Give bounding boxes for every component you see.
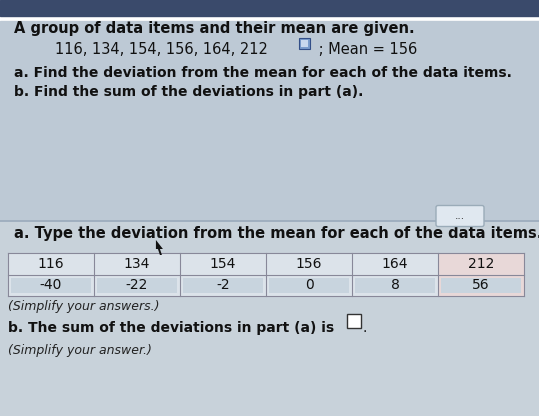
- Bar: [347, 314, 361, 328]
- Bar: [0, 221, 539, 416]
- Text: 116, 134, 154, 156, 164, 212: 116, 134, 154, 156, 164, 212: [55, 42, 268, 57]
- Bar: [11, 277, 91, 293]
- Bar: [438, 253, 524, 296]
- Text: A group of data items and their mean are given.: A group of data items and their mean are…: [14, 21, 414, 36]
- Bar: [0, 0, 539, 16]
- Text: ; Mean = 156: ; Mean = 156: [314, 42, 417, 57]
- Text: 156: 156: [296, 257, 322, 271]
- Text: -40: -40: [40, 278, 62, 292]
- Text: a. Type the deviation from the mean for each of the data items.: a. Type the deviation from the mean for …: [14, 226, 539, 241]
- Bar: [0, 21, 539, 221]
- Bar: [269, 277, 349, 293]
- Text: 8: 8: [391, 278, 399, 292]
- Text: ...: ...: [455, 211, 465, 221]
- Polygon shape: [156, 240, 163, 255]
- Text: b. Find the sum of the deviations in part (a).: b. Find the sum of the deviations in par…: [14, 85, 363, 99]
- Text: 212: 212: [468, 257, 494, 271]
- Text: 0: 0: [305, 278, 313, 292]
- Text: (Simplify your answers.): (Simplify your answers.): [8, 300, 160, 313]
- Text: -22: -22: [126, 278, 148, 292]
- Text: 116: 116: [38, 257, 64, 271]
- Bar: [8, 253, 524, 296]
- Bar: [301, 40, 308, 47]
- Text: 134: 134: [124, 257, 150, 271]
- Text: b. The sum of the deviations in part (a) is: b. The sum of the deviations in part (a)…: [8, 321, 334, 335]
- Bar: [97, 277, 177, 293]
- Text: .: .: [362, 321, 367, 335]
- Bar: [441, 277, 521, 293]
- Text: a. Find the deviation from the mean for each of the data items.: a. Find the deviation from the mean for …: [14, 66, 512, 80]
- Bar: [355, 277, 435, 293]
- FancyBboxPatch shape: [436, 206, 484, 226]
- Bar: [299, 38, 310, 49]
- Bar: [183, 277, 263, 293]
- Text: 154: 154: [210, 257, 236, 271]
- Text: 56: 56: [472, 278, 490, 292]
- Text: 164: 164: [382, 257, 408, 271]
- Text: (Simplify your answer.): (Simplify your answer.): [8, 344, 152, 357]
- Text: -2: -2: [216, 278, 230, 292]
